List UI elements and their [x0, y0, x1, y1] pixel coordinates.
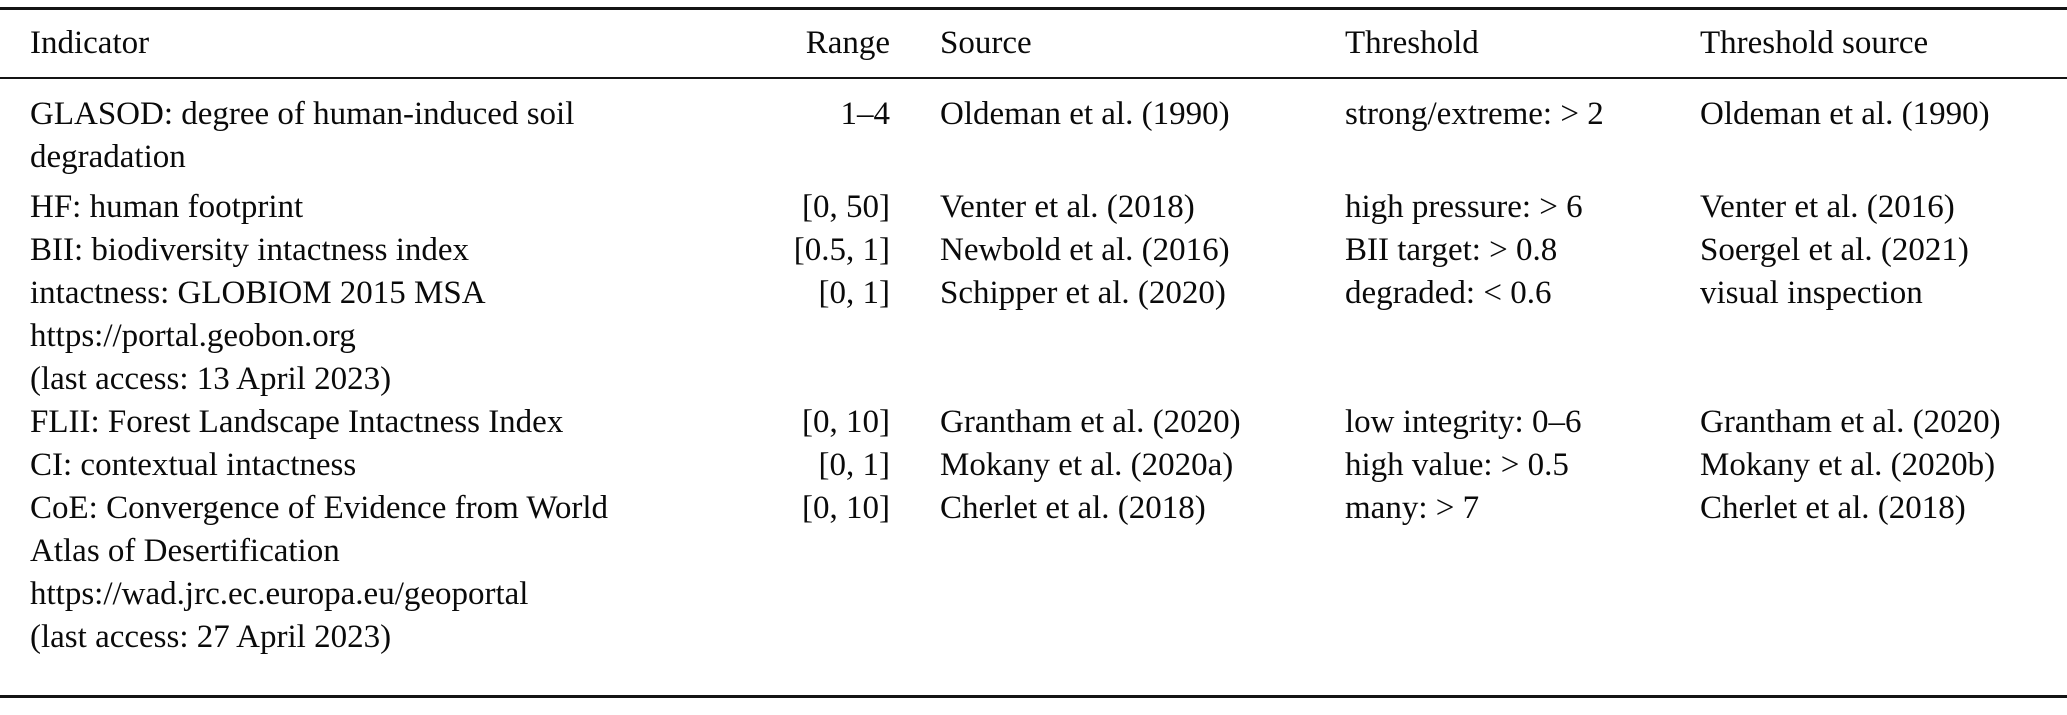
- cell-source: Venter et al. (2018): [940, 189, 1195, 225]
- col-header-threshold-source: Threshold source: [1700, 8, 2067, 79]
- indicator-line: degradation: [30, 139, 186, 175]
- indicator-line: FLII: Forest Landscape Intactness Index: [30, 404, 564, 440]
- cell-range: [0.5, 1]: [793, 232, 890, 268]
- table-row: BII: biodiversity intactness index [0.5,…: [0, 229, 2067, 272]
- col-header-range: Range: [740, 8, 890, 79]
- table-row: FLII: Forest Landscape Intactness Index …: [0, 401, 2067, 444]
- table-row: HF: human footprint [0, 50] Venter et al…: [0, 186, 2067, 229]
- cell-range: [0, 1]: [818, 275, 890, 311]
- cell-range: [0, 1]: [818, 447, 890, 483]
- table-row: CoE: Convergence of Evidence from World A…: [0, 487, 2067, 697]
- cell-indicator: FLII: Forest Landscape Intactness Index: [0, 401, 740, 444]
- indicator-line: BII: biodiversity intactness index: [30, 232, 470, 268]
- cell-threshold-source: Venter et al. (2016): [1700, 189, 1955, 225]
- cell-threshold-source: Cherlet et al. (2018): [1700, 490, 1966, 526]
- cell-threshold: many: > 7: [1345, 490, 1480, 526]
- cell-source: Cherlet et al. (2018): [940, 490, 1206, 526]
- table-row: intactness: GLOBIOM 2015 MSA https://port…: [0, 272, 2067, 401]
- cell-threshold: BII target: > 0.8: [1345, 232, 1558, 268]
- cell-source: Schipper et al. (2020): [940, 275, 1226, 311]
- cell-range: [0, 10]: [802, 490, 890, 526]
- cell-source: Mokany et al. (2020a): [940, 447, 1234, 483]
- cell-source: Newbold et al. (2016): [940, 232, 1230, 268]
- cell-threshold-source: Grantham et al. (2020): [1700, 404, 2001, 440]
- cell-indicator: CoE: Convergence of Evidence from World A…: [0, 487, 740, 697]
- table-row: GLASOD: degree of human-induced soil degr…: [0, 78, 2067, 186]
- cell-threshold: high pressure: > 6: [1345, 189, 1583, 225]
- col-header-source: Source: [890, 8, 1345, 79]
- indicator-line: GLASOD: degree of human-induced soil: [30, 96, 575, 132]
- col-header-indicator: Indicator: [0, 8, 740, 79]
- indicator-line: CoE: Convergence of Evidence from World: [30, 490, 609, 526]
- indicator-line: CI: contextual intactness: [30, 447, 357, 483]
- table-container: Indicator Range Source Threshold Thresho…: [0, 7, 2067, 698]
- cell-threshold: low integrity: 0–6: [1345, 404, 1582, 440]
- cell-threshold-source: Oldeman et al. (1990): [1700, 96, 1990, 132]
- cell-threshold: strong/extreme: > 2: [1345, 96, 1604, 132]
- table-row: CI: contextual intactness [0, 1] Mokany …: [0, 444, 2067, 487]
- cell-indicator: GLASOD: degree of human-induced soil degr…: [0, 78, 740, 186]
- cell-threshold-source: Soergel et al. (2021): [1700, 232, 1969, 268]
- cell-indicator: HF: human footprint: [0, 186, 740, 229]
- indicator-line: https://portal.geobon.org: [30, 318, 356, 354]
- indicator-line: HF: human footprint: [30, 189, 304, 225]
- cell-indicator: CI: contextual intactness: [0, 444, 740, 487]
- indicator-line: Atlas of Desertification: [30, 533, 340, 569]
- cell-source: Oldeman et al. (1990): [940, 96, 1230, 132]
- cell-source: Grantham et al. (2020): [940, 404, 1241, 440]
- col-header-threshold: Threshold: [1345, 8, 1700, 79]
- cell-threshold: high value: > 0.5: [1345, 447, 1569, 483]
- header-row: Indicator Range Source Threshold Thresho…: [0, 8, 2067, 79]
- cell-range: [0, 50]: [802, 189, 890, 225]
- cell-threshold: degraded: < 0.6: [1345, 275, 1552, 311]
- indicators-table: Indicator Range Source Threshold Thresho…: [0, 7, 2067, 698]
- table-body: GLASOD: degree of human-induced soil degr…: [0, 78, 2067, 697]
- cell-indicator: intactness: GLOBIOM 2015 MSA https://port…: [0, 272, 740, 401]
- cell-threshold-source: Mokany et al. (2020b): [1700, 447, 1996, 483]
- indicator-line: (last access: 27 April 2023): [30, 619, 392, 655]
- cell-threshold-source: visual inspection: [1700, 275, 1923, 311]
- cell-indicator: BII: biodiversity intactness index: [0, 229, 740, 272]
- table-header: Indicator Range Source Threshold Thresho…: [0, 8, 2067, 79]
- cell-range: [0, 10]: [802, 404, 890, 440]
- cell-range: 1–4: [840, 96, 891, 132]
- indicator-line: (last access: 13 April 2023): [30, 361, 392, 397]
- indicator-line: https://wad.jrc.ec.europa.eu/geoportal: [30, 576, 529, 612]
- indicator-line: intactness: GLOBIOM 2015 MSA: [30, 275, 486, 311]
